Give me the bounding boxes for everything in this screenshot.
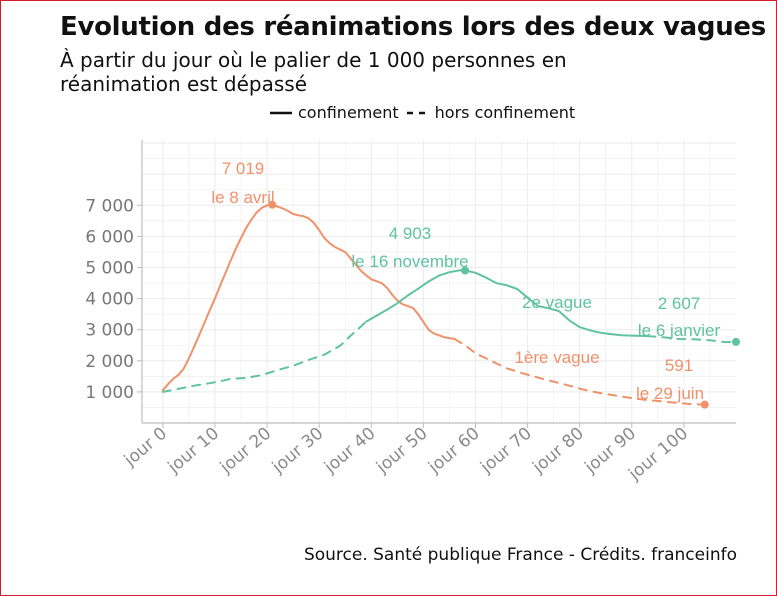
x-tick-label: jour 70 bbox=[476, 424, 536, 478]
x-tick-label: jour 30 bbox=[268, 424, 328, 478]
series-2-label: 2e vague bbox=[522, 293, 592, 312]
y-tick-label: 1 000 bbox=[85, 383, 134, 403]
highlight-point bbox=[700, 400, 709, 409]
series-line-2-solid bbox=[365, 269, 649, 338]
peak-2-date-label: le 16 novembre bbox=[351, 252, 468, 271]
x-tick-label: jour 0 bbox=[120, 424, 171, 472]
x-tick-label: jour 60 bbox=[424, 424, 484, 478]
y-tick-label: 6 000 bbox=[85, 227, 134, 247]
peak-1-value-label: 7 019 bbox=[222, 159, 265, 178]
y-tick-label: 2 000 bbox=[85, 352, 134, 372]
source-credit: Source. Santé publique France - Crédits.… bbox=[303, 545, 737, 565]
legend-solid-swatch bbox=[270, 111, 292, 114]
series-line-2-dashed bbox=[646, 335, 737, 344]
highlight-point bbox=[268, 200, 277, 209]
end-1-value-label: 591 bbox=[665, 356, 693, 375]
x-tick-label: jour 40 bbox=[320, 424, 380, 478]
highlight-point bbox=[732, 337, 740, 346]
series-line-2-dashed bbox=[161, 320, 368, 393]
y-tick-label: 4 000 bbox=[85, 290, 134, 310]
y-tick-label: 5 000 bbox=[85, 259, 134, 279]
end-2-date-label: le 6 janvier bbox=[638, 321, 721, 340]
series-1-label: 1ère vague bbox=[514, 348, 599, 367]
end-1-date-label: le 29 juin bbox=[636, 384, 704, 403]
chart-subtitle: À partir du jour où le palier de 1 000 p… bbox=[60, 48, 567, 96]
highlight-points bbox=[268, 200, 740, 409]
axes: 1 000 2 000 3 000 4 000 5 000 6 000 7 000 jour … bbox=[85, 140, 736, 485]
x-tick-label: jour 80 bbox=[528, 424, 588, 478]
peak-1-date-label: le 8 avril bbox=[211, 188, 274, 207]
peak-2-value-label: 4 903 bbox=[389, 224, 432, 243]
x-tick-label: jour 10 bbox=[164, 424, 224, 478]
x-tick-label: jour 20 bbox=[216, 424, 276, 478]
series-line-1-solid bbox=[161, 203, 456, 392]
annotations: 7 019 le 8 avril 4 903 le 16 novembre 2e vag… bbox=[211, 159, 720, 403]
grid bbox=[142, 140, 736, 423]
legend-dashed-swatch bbox=[406, 111, 429, 114]
legend-solid-label: confinement bbox=[298, 103, 399, 122]
y-tick-label: 7 000 bbox=[85, 196, 134, 216]
legend: confinement hors confinement bbox=[270, 103, 575, 122]
legend-dashed-label: hors confinement bbox=[434, 103, 576, 122]
chart-title: Evolution des réanimations lors des deux… bbox=[60, 12, 766, 42]
y-tick-label: 3 000 bbox=[85, 321, 134, 341]
highlight-point bbox=[461, 266, 470, 275]
x-tick-label: jour 50 bbox=[372, 424, 432, 478]
end-2-value-label: 2 607 bbox=[658, 294, 701, 313]
series-lines bbox=[161, 203, 737, 406]
